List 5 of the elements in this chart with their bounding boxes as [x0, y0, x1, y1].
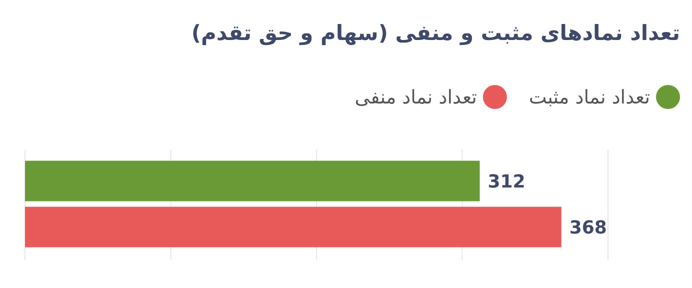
legend-label: تعداد نماد مثبت [528, 86, 650, 109]
data-label: 312 [488, 171, 526, 192]
legend-label: تعداد نماد منفی [354, 86, 477, 109]
data-label: 368 [569, 217, 607, 238]
chart-title: تعداد نمادهای مثبت و منفی (سهام و حق تقدم) [191, 21, 680, 46]
